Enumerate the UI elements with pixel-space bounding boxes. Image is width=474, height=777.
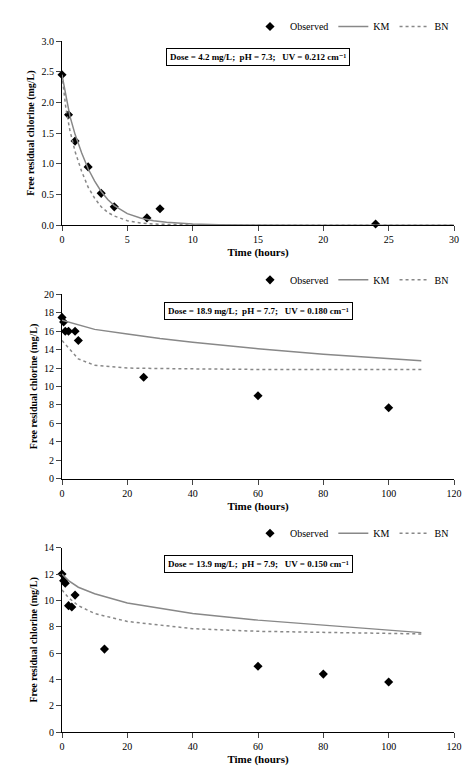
svg-text:100: 100: [381, 488, 396, 499]
svg-text:12: 12: [44, 363, 54, 374]
svg-text:2: 2: [49, 700, 54, 711]
svg-text:100: 100: [381, 741, 396, 752]
svg-text:6: 6: [49, 648, 54, 659]
svg-text:0.0: 0.0: [42, 220, 55, 231]
svg-text:0: 0: [49, 727, 54, 738]
svg-text:8: 8: [49, 621, 54, 632]
svg-text:10: 10: [188, 234, 198, 245]
svg-text:Observed: Observed: [290, 275, 328, 286]
svg-text:18: 18: [44, 307, 54, 318]
svg-text:8: 8: [49, 399, 54, 410]
svg-text:Time (hours): Time (hours): [227, 500, 289, 513]
svg-text:KM: KM: [373, 528, 389, 539]
svg-text:0.5: 0.5: [42, 189, 55, 200]
svg-text:5: 5: [125, 234, 130, 245]
svg-text:1.0: 1.0: [42, 158, 55, 169]
svg-text:KM: KM: [373, 21, 389, 32]
svg-text:20: 20: [318, 234, 328, 245]
svg-text:2: 2: [49, 455, 54, 466]
svg-text:BN: BN: [435, 528, 449, 539]
svg-text:25: 25: [384, 234, 394, 245]
svg-text:BN: BN: [435, 21, 449, 32]
svg-text:80: 80: [318, 741, 328, 752]
svg-text:60: 60: [253, 488, 263, 499]
svg-text:20: 20: [122, 741, 132, 752]
svg-text:Dose = 18.9 mg/L; pH = 7.7;: Dose = 18.9 mg/L; pH = 7.7; UV = 0.180 c…: [168, 306, 349, 316]
svg-text:Free residual chlorine (mg/L): Free residual chlorine (mg/L): [26, 70, 38, 195]
svg-text:Observed: Observed: [290, 528, 328, 539]
svg-text:2.5: 2.5: [42, 66, 55, 77]
svg-text:Free residual chlorine (mg/L): Free residual chlorine (mg/L): [28, 577, 40, 702]
svg-text:10: 10: [44, 381, 54, 392]
svg-text:2.0: 2.0: [42, 97, 55, 108]
svg-text:4: 4: [49, 436, 54, 447]
svg-text:80: 80: [318, 488, 328, 499]
svg-text:6: 6: [49, 418, 54, 429]
svg-text:Time (hours): Time (hours): [227, 246, 289, 259]
svg-text:14: 14: [44, 344, 54, 355]
svg-text:15: 15: [253, 234, 263, 245]
svg-text:40: 40: [188, 488, 198, 499]
svg-text:Dose = 13.9 mg/L; pH = 7.9;: Dose = 13.9 mg/L; pH = 7.9; UV = 0.150 c…: [168, 559, 349, 569]
svg-text:0: 0: [60, 741, 65, 752]
svg-text:40: 40: [188, 741, 198, 752]
svg-text:Time (hours): Time (hours): [227, 753, 289, 766]
svg-text:BN: BN: [435, 275, 449, 286]
svg-text:20: 20: [122, 488, 132, 499]
svg-text:12: 12: [44, 569, 54, 580]
svg-text:16: 16: [44, 326, 54, 337]
svg-text:0: 0: [60, 488, 65, 499]
svg-text:10: 10: [44, 595, 54, 606]
svg-text:1.5: 1.5: [42, 128, 55, 139]
svg-text:Observed: Observed: [290, 21, 328, 32]
svg-text:0: 0: [49, 473, 54, 484]
svg-text:20: 20: [44, 289, 54, 300]
svg-text:60: 60: [253, 741, 263, 752]
svg-text:KM: KM: [373, 275, 389, 286]
svg-text:3.0: 3.0: [42, 36, 55, 47]
svg-text:14: 14: [44, 542, 54, 553]
svg-text:0: 0: [60, 234, 65, 245]
svg-text:Dose = 4.2 mg/L; pH = 7.3;: Dose = 4.2 mg/L; pH = 7.3; UV = 0.212 cm…: [170, 52, 346, 62]
svg-text:120: 120: [447, 741, 462, 752]
svg-text:120: 120: [447, 488, 462, 499]
svg-text:4: 4: [49, 674, 54, 685]
svg-text:30: 30: [449, 234, 459, 245]
svg-text:Free residual chlorine (mg/L): Free residual chlorine (mg/L): [28, 324, 40, 449]
